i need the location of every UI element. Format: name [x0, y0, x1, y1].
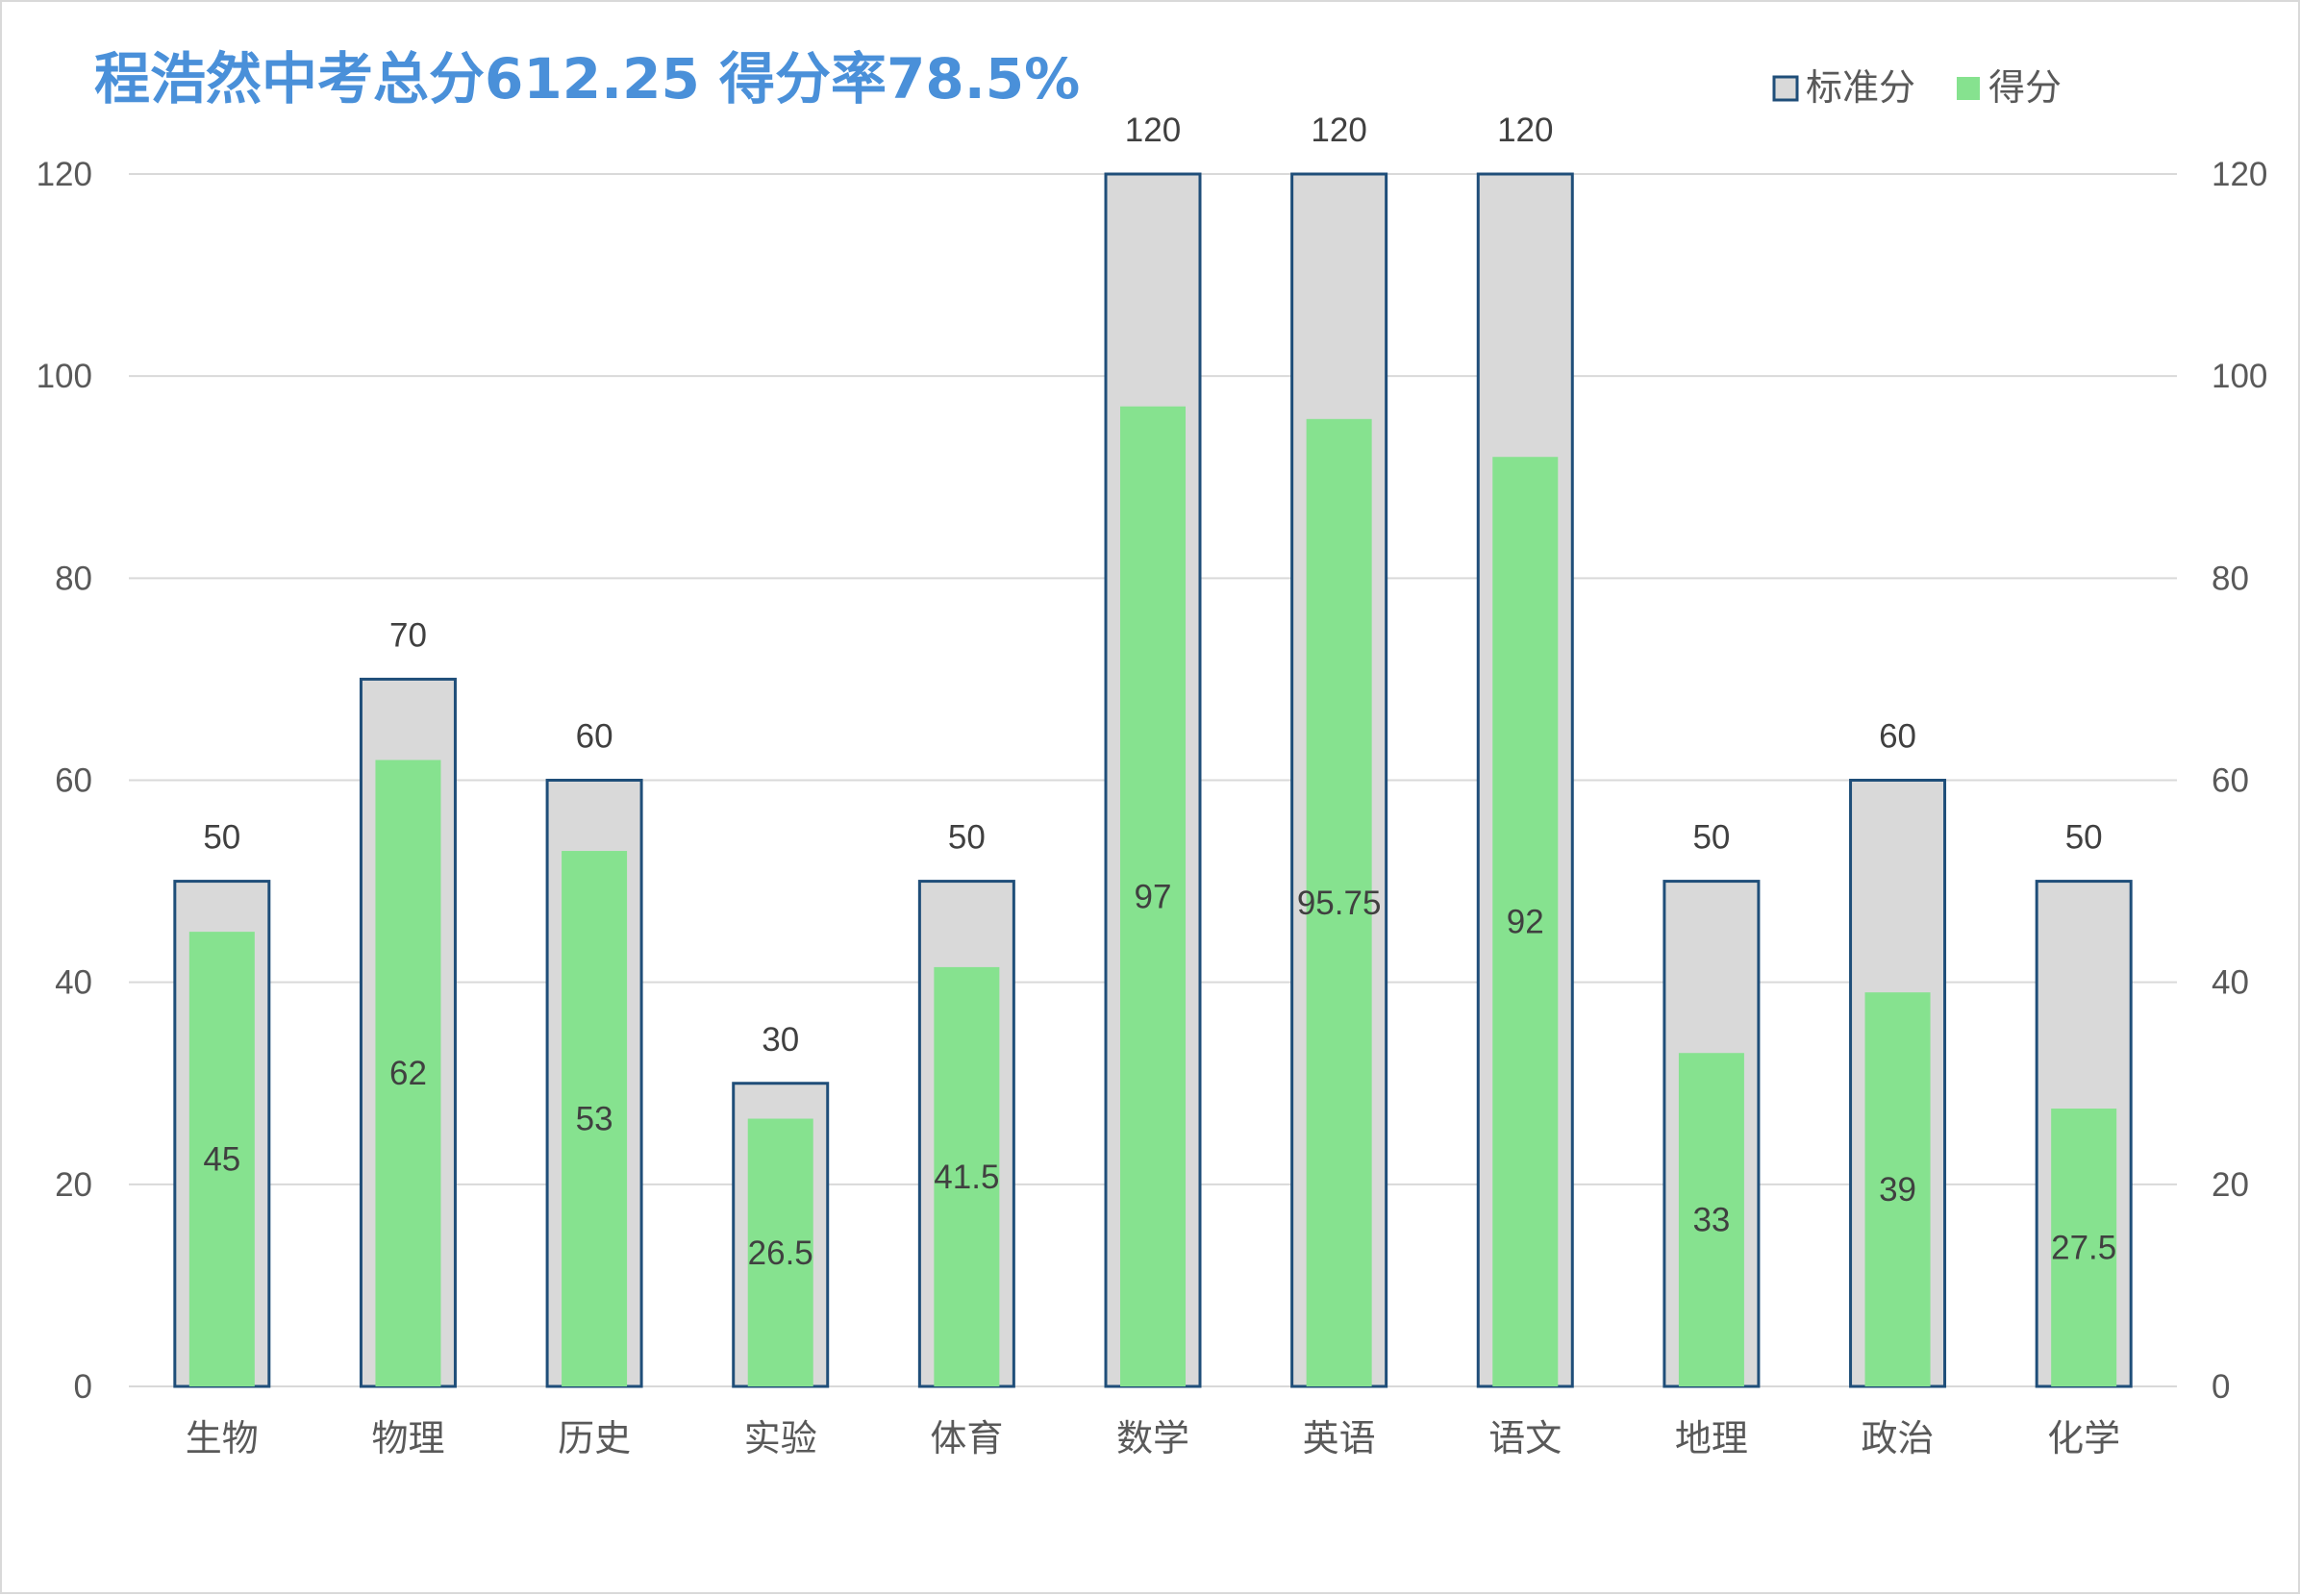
- x-tick-label: 英语: [1303, 1417, 1376, 1459]
- y-tick-label-right: 40: [2212, 964, 2249, 1002]
- bar-score: [747, 1118, 813, 1386]
- y-tick-label-left: 40: [55, 964, 92, 1002]
- data-label-standard: 50: [203, 819, 240, 857]
- data-label-score: 62: [389, 1055, 427, 1092]
- data-label-standard: 120: [1125, 112, 1181, 149]
- legend-swatch-standard: [1772, 75, 1799, 102]
- data-label-score: 39: [1879, 1171, 1916, 1209]
- bar-score: [375, 760, 441, 1386]
- data-labels: 50 45 70 62 60 53 30 26.5 50 41.5 120 97 120 95.75 120…: [203, 112, 2116, 1272]
- data-label-standard: 60: [576, 718, 613, 756]
- chart-title: 程浩然中考总分612.25 得分率78.5%: [94, 46, 1080, 112]
- y-tick-label-right: 100: [2212, 358, 2267, 395]
- bar-score: [934, 966, 1000, 1386]
- bar-score: [1306, 418, 1372, 1386]
- data-label-standard: 120: [1497, 112, 1553, 149]
- x-tick-label: 体育: [930, 1417, 1003, 1459]
- bar-score: [1678, 1053, 1744, 1386]
- legend-label-standard: 标准分: [1806, 66, 1915, 109]
- data-label-standard: 60: [1879, 718, 1916, 756]
- data-label-score: 26.5: [748, 1234, 813, 1272]
- y-tick-label-right: 60: [2212, 762, 2249, 800]
- x-tick-label: 化学: [2047, 1417, 2120, 1459]
- x-tick-label: 物理: [371, 1417, 444, 1459]
- legend: 标准分 得分: [1772, 66, 2062, 109]
- x-tick-label: 地理: [1675, 1417, 1748, 1459]
- legend-swatch-score: [1957, 77, 1980, 100]
- x-tick-label: 生物: [186, 1417, 259, 1459]
- y-tick-label-left: 100: [37, 358, 92, 395]
- y-tick-label-left: 20: [55, 1166, 92, 1204]
- x-tick-label: 实验: [744, 1417, 817, 1459]
- data-label-standard: 30: [762, 1021, 799, 1059]
- data-label-score: 45: [203, 1141, 240, 1179]
- bar-score: [2051, 1109, 2117, 1386]
- data-label-score: 41.5: [934, 1159, 999, 1196]
- data-label-score: 95.75: [1297, 885, 1382, 922]
- bar-score: [1120, 406, 1186, 1387]
- data-label-standard: 50: [2065, 819, 2103, 857]
- x-tick-label: 数学: [1116, 1417, 1189, 1459]
- data-label-score: 33: [1692, 1202, 1730, 1239]
- data-label-standard: 50: [948, 819, 986, 857]
- legend-label-score: 得分: [1988, 66, 2062, 109]
- y-tick-label-right: 20: [2212, 1166, 2249, 1204]
- y-tick-label-right: 120: [2212, 156, 2267, 193]
- bars: [173, 172, 2133, 1388]
- bar-score: [1864, 992, 1931, 1386]
- data-label-standard: 70: [389, 616, 427, 654]
- bar-score: [1492, 457, 1559, 1386]
- bar-score: [188, 932, 255, 1386]
- y-tick-label-left: 80: [55, 560, 92, 597]
- y-tick-label-right: 0: [2212, 1368, 2230, 1406]
- axes: 0 20 40 60 80 100 120 0 20 40 60 80 100 120 生物 物理 历史 实验 体育…: [37, 156, 2268, 1459]
- data-label-standard: 120: [1311, 112, 1366, 149]
- x-tick-label: 政治: [1862, 1417, 1935, 1459]
- data-label-score: 92: [1507, 904, 1544, 941]
- data-label-standard: 50: [1692, 819, 1730, 857]
- x-tick-label: 语文: [1488, 1417, 1562, 1459]
- y-tick-label-left: 120: [37, 156, 92, 193]
- bar-score: [562, 851, 628, 1386]
- data-label-score: 53: [576, 1101, 613, 1138]
- data-label-score: 27.5: [2051, 1230, 2116, 1267]
- data-label-score: 97: [1135, 878, 1172, 915]
- x-tick-label: 历史: [558, 1417, 631, 1459]
- y-tick-label-left: 60: [55, 762, 92, 800]
- y-tick-label-left: 0: [74, 1368, 92, 1406]
- y-tick-label-right: 80: [2212, 560, 2249, 597]
